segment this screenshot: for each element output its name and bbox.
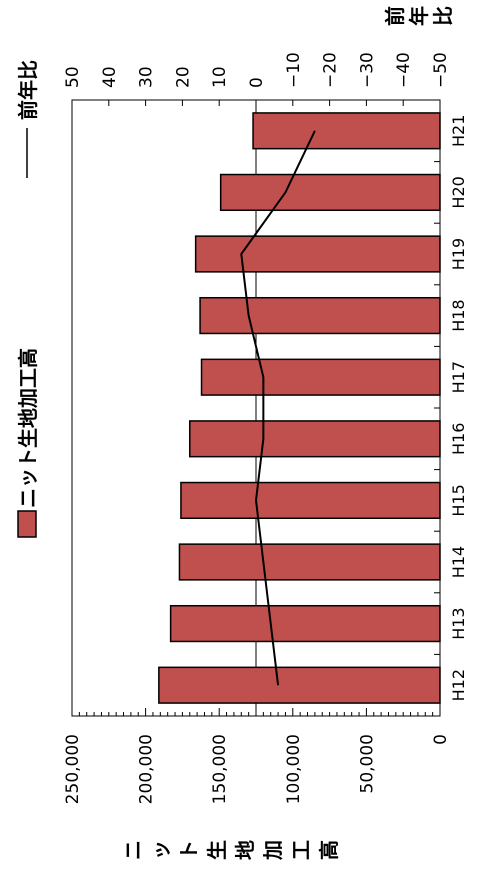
bar-H21 [252,112,441,150]
category-label-H21: H21 [449,115,468,147]
left-axis-label-char: 高 [317,840,341,860]
right-axis-tick-label: 30 [137,66,157,88]
right-axis-tick-label: −20 [321,52,341,88]
right-axis-tick-label: 0 [247,77,267,88]
line-series-yoy [240,130,316,686]
left-axis-tick-label: 200,000 [137,734,157,804]
category-label-H17: H17 [449,361,468,393]
category-label-H12: H12 [449,669,468,701]
right-axis-tick-label: −40 [394,52,414,88]
right-axis-label-char: 比 [431,6,455,26]
left-axis-tick-label: 150,000 [210,734,230,804]
right-axis-tick-label: −50 [431,52,451,88]
right-axis-label-char: 前 [383,6,407,26]
right-axis-tick-label: 40 [100,66,120,88]
category-label-H14: H14 [449,546,468,578]
right-axis-tick-label: 50 [63,66,83,88]
bar-H16 [189,420,441,458]
category-label-H15: H15 [449,484,468,516]
bar-H18 [199,296,441,335]
category-label-H19: H19 [449,238,468,270]
left-axis-label-char: 生 [205,840,229,860]
legend-label-line: 前年比 [16,60,40,120]
left-axis-tick-label: 0 [431,734,451,745]
right-axis-label: 前年比 [383,6,455,26]
left-axis-label-char: 工 [289,840,313,860]
bar-H15 [180,481,441,520]
bar-H12 [158,666,441,704]
right-axis-tick-label: −30 [357,52,377,88]
bar-H13 [169,604,441,643]
right-axis-tick-label: 20 [173,66,193,88]
right-axis-label-char: 年 [407,6,431,26]
bar-H19 [194,235,441,273]
left-axis-label-char: ッ [149,840,173,860]
right-axis-tick-label: 10 [210,66,230,88]
legend-label-bar: ニット生地加工高 [16,348,40,508]
left-axis-tick-label: 250,000 [63,734,83,804]
left-axis-label: ニット生地加工高 [121,840,341,861]
left-axis-tick-label: 100,000 [284,734,304,804]
left-axis-label-char: 地 [233,840,257,860]
bar-H17 [200,358,441,396]
legend-swatch-bar [17,510,37,538]
category-label-H16: H16 [449,423,468,455]
left-axis-tick-label: 50,000 [357,734,377,793]
right-axis-tick-label: −10 [284,52,304,88]
legend: ニット生地加工高 前年比 [16,60,40,538]
left-axis-label-char: ト [177,840,201,860]
left-axis-label-char: 加 [261,840,285,861]
left-axis-label-char: ニ [121,840,145,860]
category-label-H20: H20 [449,176,468,208]
category-label-H13: H13 [449,607,468,639]
bar-H20 [219,173,441,212]
category-label-H18: H18 [449,299,468,331]
bar-H14 [178,543,441,581]
